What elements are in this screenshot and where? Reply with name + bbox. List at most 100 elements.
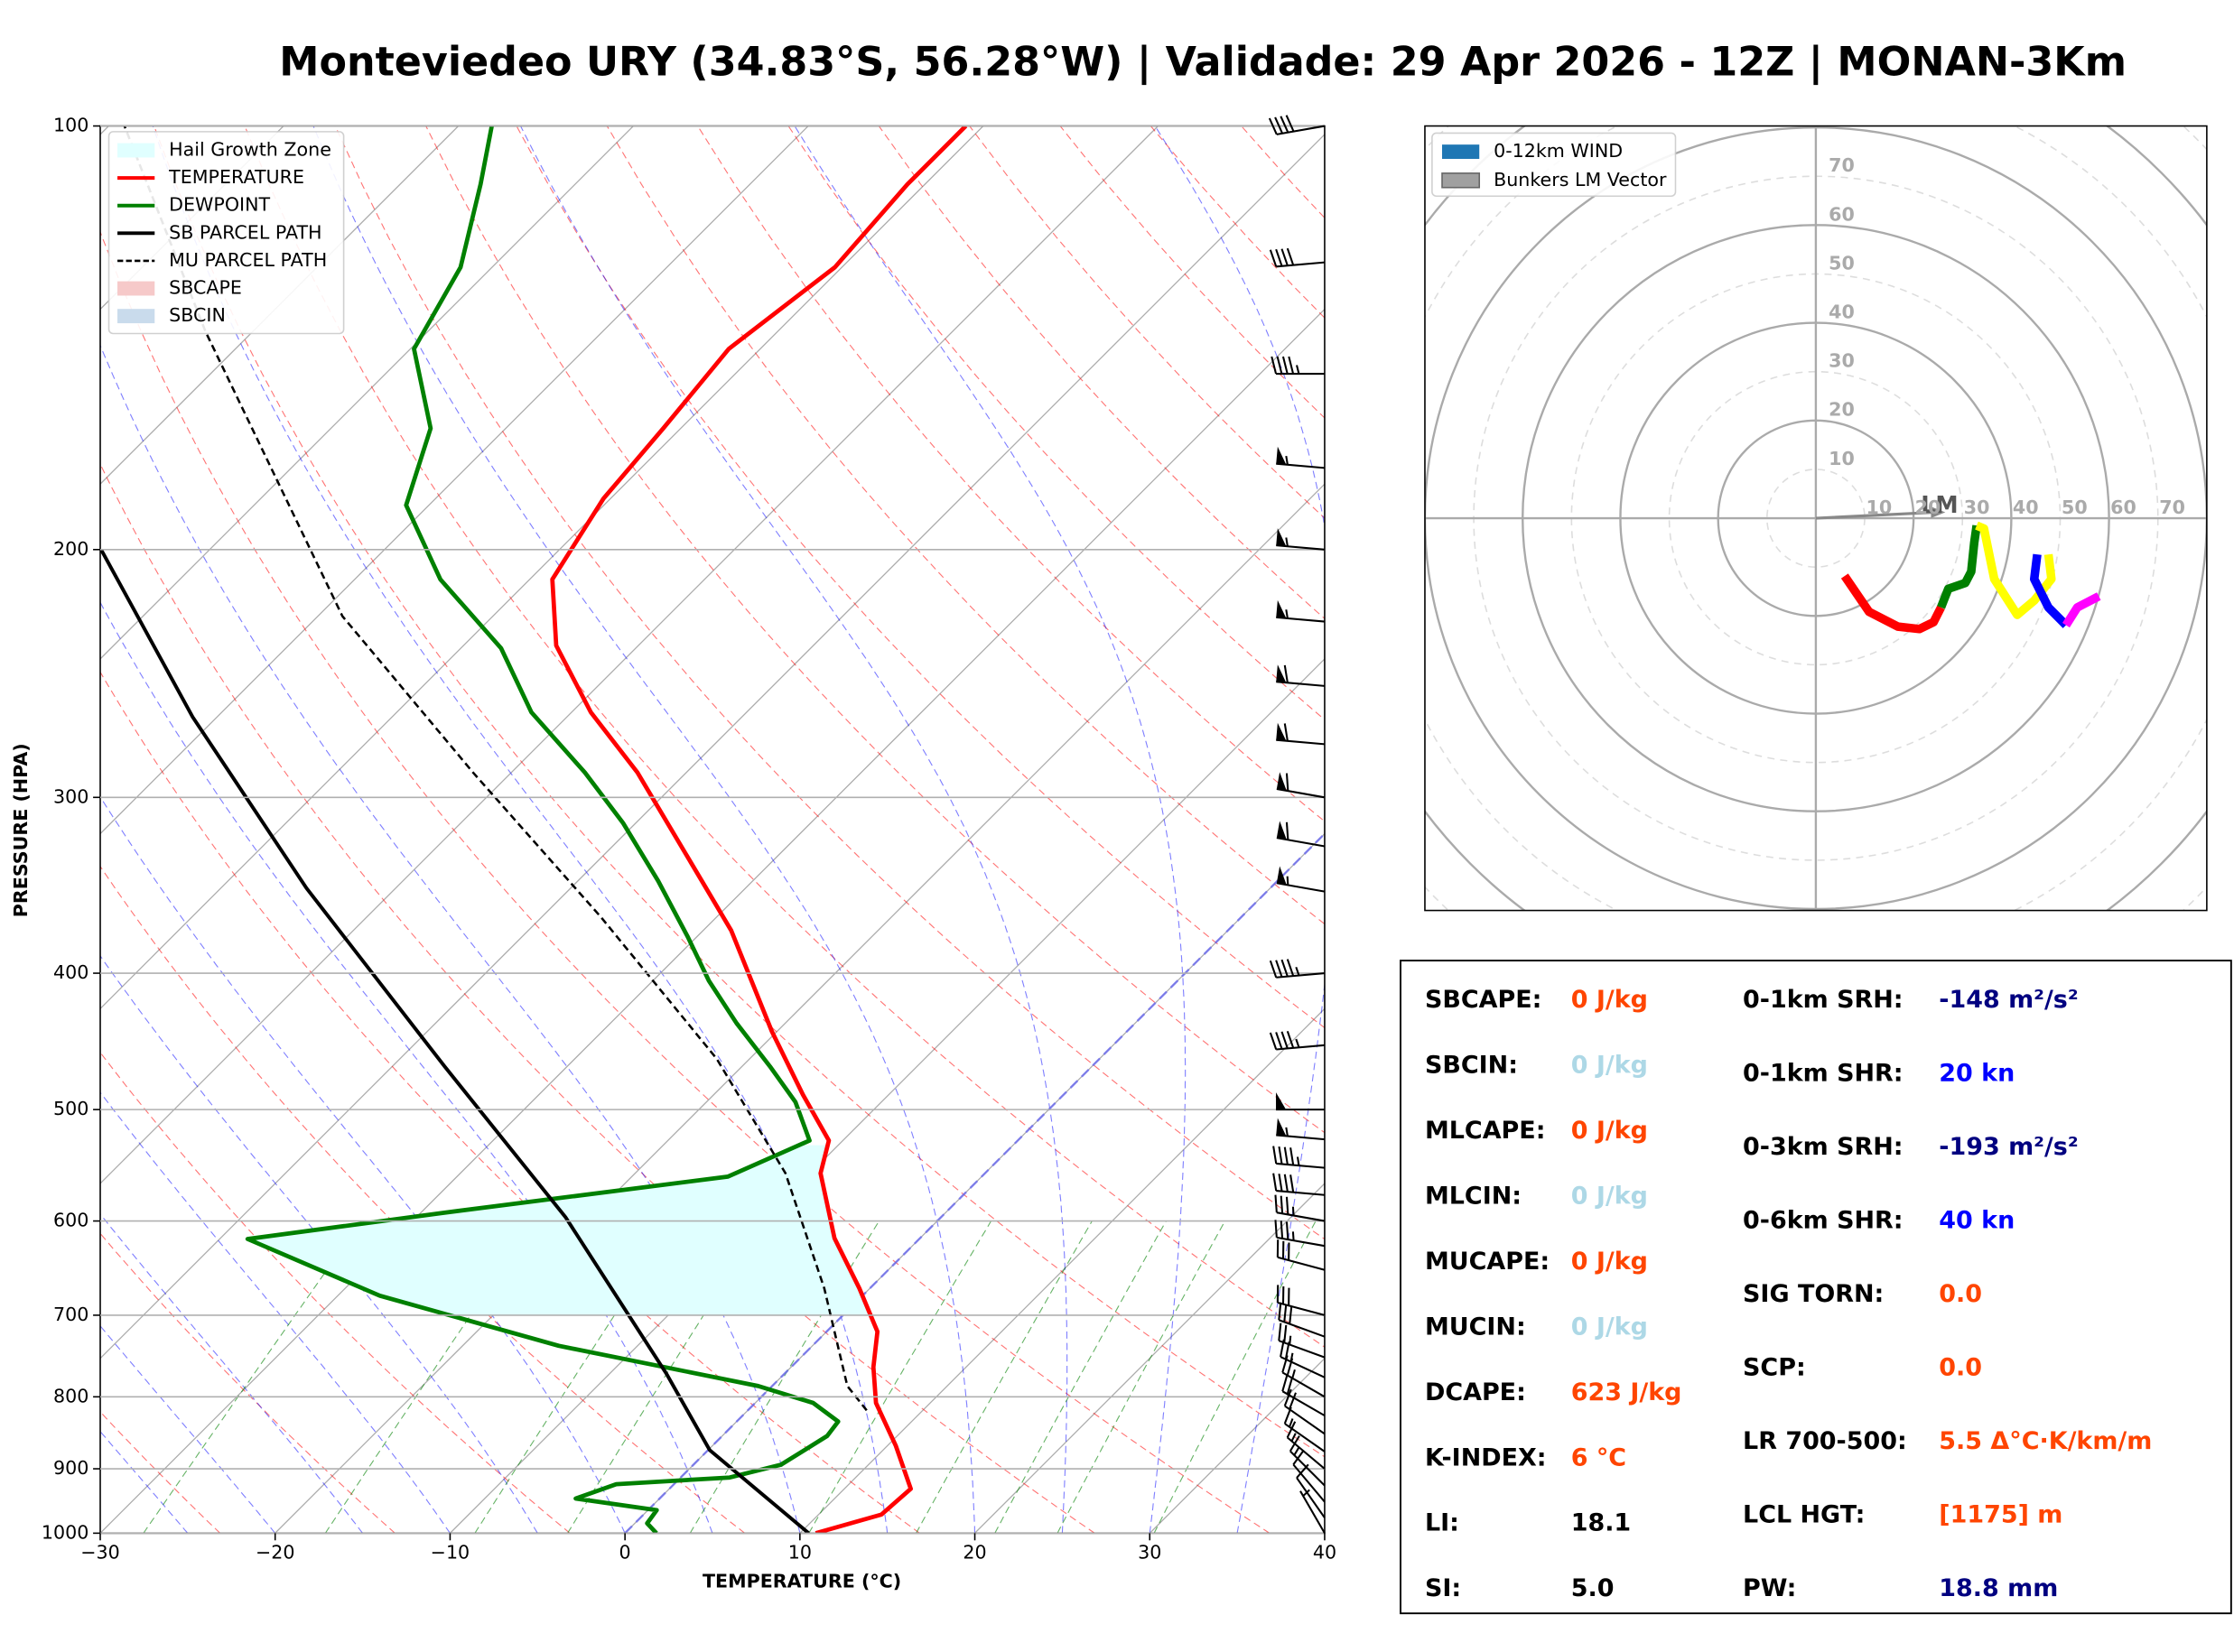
barb-full <box>1283 1304 1288 1323</box>
index-value: 0 J/kg <box>1571 1182 1648 1210</box>
dry-adiabat <box>787 125 1325 720</box>
indices-box <box>1400 960 2232 1615</box>
dry-adiabat <box>425 125 1325 1134</box>
barb-shaft <box>1277 1256 1326 1271</box>
index-label: SBCIN: <box>1425 1051 1518 1079</box>
hodo-ring-label: 20 <box>1915 497 1941 518</box>
barb-shaft <box>1284 1405 1326 1435</box>
x-tick-label: 0 <box>619 1542 631 1564</box>
barb-full <box>1283 1388 1292 1406</box>
x-tick-label: 20 <box>963 1542 986 1564</box>
index-value: 5.0 <box>1571 1574 1615 1602</box>
barb-full <box>1280 1195 1284 1214</box>
y-tick-label: 1000 <box>42 1521 88 1543</box>
legend-label: TEMPERATURE <box>168 166 304 188</box>
hodo-trace <box>2062 592 2101 628</box>
barb-full <box>1286 1377 1294 1395</box>
profile-line <box>123 125 868 1412</box>
x-tick-label: −10 <box>431 1542 470 1564</box>
wind-barb <box>1272 1173 1326 1196</box>
barb-full <box>1272 1173 1278 1192</box>
index-value: 0 J/kg <box>1571 1248 1648 1276</box>
barb-half <box>1285 609 1289 619</box>
barb-pennant <box>1276 866 1287 886</box>
wind-barb <box>1278 1302 1326 1338</box>
legend-swatch <box>1441 172 1481 189</box>
y-tick-label: 600 <box>53 1210 88 1231</box>
barb-half <box>1296 1156 1300 1166</box>
isotherm <box>100 125 809 835</box>
hodo-trace <box>1840 573 1945 634</box>
dry-adiabat <box>100 1411 221 1534</box>
bunkers-lm-arrowhead <box>1931 506 1946 518</box>
x-tick-label: −20 <box>256 1542 295 1564</box>
wind-barb <box>1296 1463 1326 1518</box>
barb-full <box>1296 1463 1309 1479</box>
index-label: SI: <box>1425 1574 1461 1602</box>
hodo-trace <box>1975 521 2056 619</box>
index-value: 6 °C <box>1571 1443 1626 1471</box>
wind-barb <box>1286 1421 1326 1470</box>
barb-full <box>1283 1146 1289 1165</box>
barb-full <box>1280 1220 1284 1239</box>
wind-barb <box>1276 772 1326 799</box>
y-tick-label: 100 <box>53 115 88 136</box>
moist-adiabat <box>312 125 976 1534</box>
barb-half <box>1285 455 1289 465</box>
index-value: 0.0 <box>1939 1354 1982 1382</box>
isotherm <box>100 125 460 486</box>
legend-swatch <box>117 309 155 324</box>
barb-full <box>1285 773 1289 792</box>
barb-full <box>1275 960 1283 978</box>
index-value: 5.5 Δ°C·K/km/m <box>1939 1427 2152 1455</box>
barb-full <box>1289 1174 1295 1193</box>
wind-barb <box>1276 664 1326 687</box>
legend-label: SBCIN <box>169 304 226 326</box>
barb-full <box>1275 248 1283 267</box>
barb-pennant <box>1276 664 1287 683</box>
barb-half <box>1285 1127 1289 1137</box>
index-value: 0.0 <box>1939 1280 1982 1308</box>
hail-growth-zone <box>250 1145 871 1315</box>
barb-full <box>1274 116 1284 135</box>
barb-half <box>1289 1418 1294 1428</box>
isotherm <box>100 125 984 1010</box>
index-label: SIG TORN: <box>1743 1280 1884 1308</box>
barb-full <box>1280 1031 1289 1049</box>
hodo-ring-label: 30 <box>1964 497 1990 518</box>
barb-pennant <box>1276 772 1287 791</box>
barb-full <box>1283 664 1289 683</box>
barb-full <box>1278 1302 1282 1321</box>
barb-full <box>1274 1220 1278 1238</box>
index-value: 18.8 mm <box>1939 1574 2058 1602</box>
barb-full <box>1286 959 1295 977</box>
legend-box <box>1431 132 1677 198</box>
barb-half <box>1291 1231 1295 1241</box>
index-value: 623 J/kg <box>1571 1378 1682 1406</box>
hodo-ring-label: 40 <box>1829 301 1855 322</box>
barb-full <box>1286 1030 1295 1049</box>
wind-barb <box>1281 1355 1326 1398</box>
wind-barb <box>1276 866 1326 893</box>
barb-pennant <box>1276 1118 1287 1137</box>
barb-full <box>1281 1355 1289 1373</box>
index-label: 0-6km SHR: <box>1743 1206 1904 1234</box>
barb-full <box>1283 1406 1292 1425</box>
barb-shaft <box>1292 1463 1326 1503</box>
wind-barb <box>1269 1030 1326 1051</box>
barb-pennant <box>1276 446 1287 465</box>
hodo-ring-label: 10 <box>1866 497 1893 518</box>
y-tick-label: 300 <box>53 785 88 807</box>
index-label: LR 700-500: <box>1743 1427 1907 1455</box>
index-label: 0-3km SRH: <box>1743 1133 1904 1161</box>
index-value: 0 J/kg <box>1571 1313 1648 1341</box>
dry-adiabat <box>334 125 1325 1240</box>
barb-half <box>1295 966 1300 976</box>
barb-full <box>1275 1032 1283 1050</box>
index-label: 0-1km SRH: <box>1743 986 1904 1014</box>
barb-shaft <box>1299 1490 1326 1534</box>
wind-barb <box>1276 446 1326 469</box>
barb-full <box>1289 1435 1300 1452</box>
moist-adiabat <box>100 1213 363 1534</box>
index-value: -148 m²/s² <box>1939 986 2078 1014</box>
